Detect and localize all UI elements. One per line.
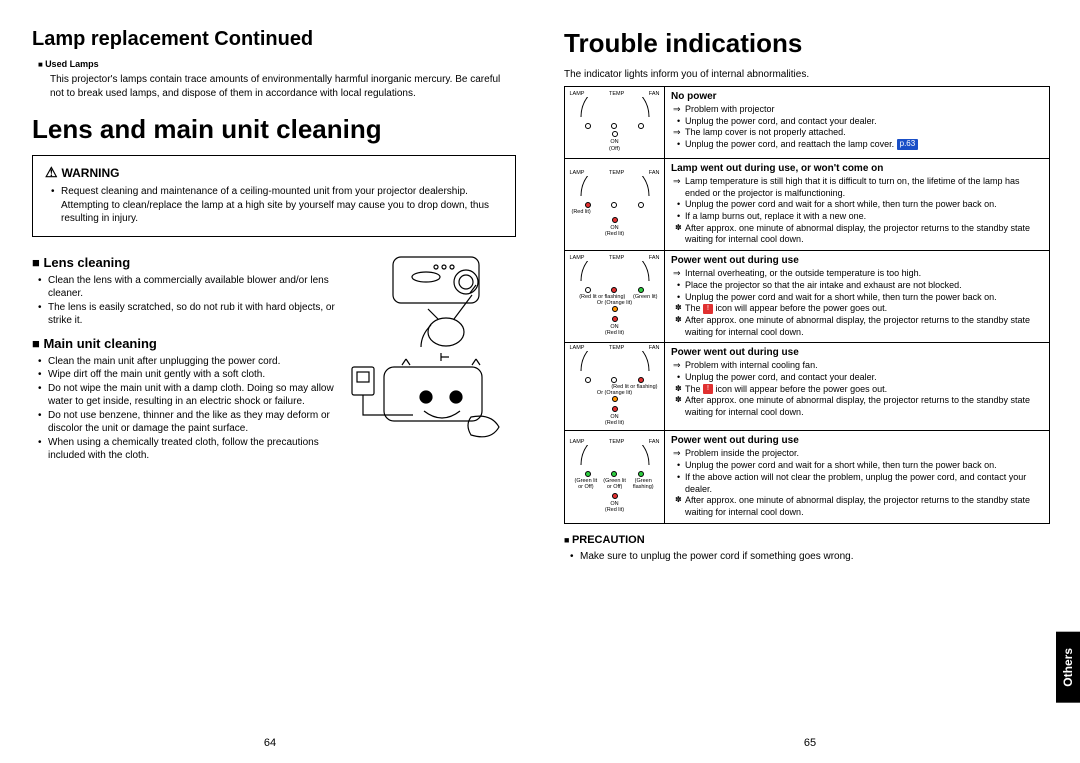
- list-item: Clean the lens with a commercially avail…: [38, 274, 338, 301]
- main-unit-cleaning-heading: Main unit cleaning: [32, 336, 338, 351]
- list-item: Wipe dirt off the main unit gently with …: [38, 368, 338, 382]
- main-unit-cleaning-list: Clean the main unit after unplugging the…: [38, 355, 338, 463]
- heading-trouble-indications: Trouble indications: [564, 28, 1050, 59]
- table-row: LAMPTEMPFAN(Red lit)ON(Red lit)Lamp went…: [565, 159, 1049, 251]
- warning-text: Request cleaning and maintenance of a ce…: [51, 185, 503, 226]
- list-item: When using a chemically treated cloth, f…: [38, 436, 338, 463]
- heading-lens-main-unit: Lens and main unit cleaning: [32, 114, 516, 145]
- page-left: Lamp replacement Continued Used Lamps Th…: [0, 0, 540, 763]
- indicator-diagram: LAMPTEMPFAN(Red lit or flashing)(Green l…: [565, 251, 665, 342]
- used-lamps-text: This projector's lamps contain trace amo…: [50, 73, 516, 100]
- warning-title: WARNING: [45, 164, 503, 181]
- indicator-diagram: LAMPTEMPFANON(Off): [565, 87, 665, 158]
- table-row: LAMPTEMPFAN(Red lit or flashing)(Green l…: [565, 251, 1049, 343]
- table-row: LAMPTEMPFAN(Red lit or flashing)Or (Oran…: [565, 343, 1049, 431]
- trouble-description: Power went out during useInternal overhe…: [665, 251, 1049, 342]
- used-lamps-heading: Used Lamps: [38, 59, 516, 69]
- page-right: Trouble indications The indicator lights…: [540, 0, 1080, 763]
- heading-lamp-replacement: Lamp replacement Continued: [32, 28, 516, 51]
- warning-box: WARNING Request cleaning and maintenance…: [32, 155, 516, 237]
- indicator-diagram: LAMPTEMPFAN(Red lit)ON(Red lit): [565, 159, 665, 250]
- list-item: Clean the main unit after unplugging the…: [38, 355, 338, 369]
- lens-cleaning-list: Clean the lens with a commercially avail…: [38, 274, 338, 328]
- table-row: LAMPTEMPFAN(Green lit or Off)(Green lit …: [565, 431, 1049, 522]
- page-number-right: 65: [804, 737, 816, 749]
- trouble-table: LAMPTEMPFANON(Off)No powerProblem with p…: [564, 86, 1050, 524]
- lens-cleaning-heading: Lens cleaning: [32, 255, 338, 270]
- table-row: LAMPTEMPFANON(Off)No powerProblem with p…: [565, 87, 1049, 159]
- trouble-intro: The indicator lights inform you of inter…: [564, 69, 1050, 80]
- trouble-description: Lamp went out during use, or won't come …: [665, 159, 1049, 250]
- precaution-heading: PRECAUTION: [564, 534, 1050, 546]
- precaution-text: Make sure to unplug the power cord if so…: [570, 550, 1050, 564]
- trouble-description: Power went out during useProblem inside …: [665, 431, 1049, 522]
- list-item: The lens is easily scratched, so do not …: [38, 301, 338, 328]
- others-tab: Others: [1056, 632, 1080, 703]
- indicator-diagram: LAMPTEMPFAN(Green lit or Off)(Green lit …: [565, 431, 665, 522]
- trouble-description: Power went out during useProblem with in…: [665, 343, 1049, 430]
- indicator-diagram: LAMPTEMPFAN(Red lit or flashing)Or (Oran…: [565, 343, 665, 430]
- list-item: Do not use benzene, thinner and the like…: [38, 409, 338, 436]
- cleaning-illustration: [346, 247, 516, 487]
- trouble-description: No powerProblem with projectorUnplug the…: [665, 87, 1049, 158]
- list-item: Do not wipe the main unit with a damp cl…: [38, 382, 338, 409]
- page-number-left: 64: [264, 737, 276, 749]
